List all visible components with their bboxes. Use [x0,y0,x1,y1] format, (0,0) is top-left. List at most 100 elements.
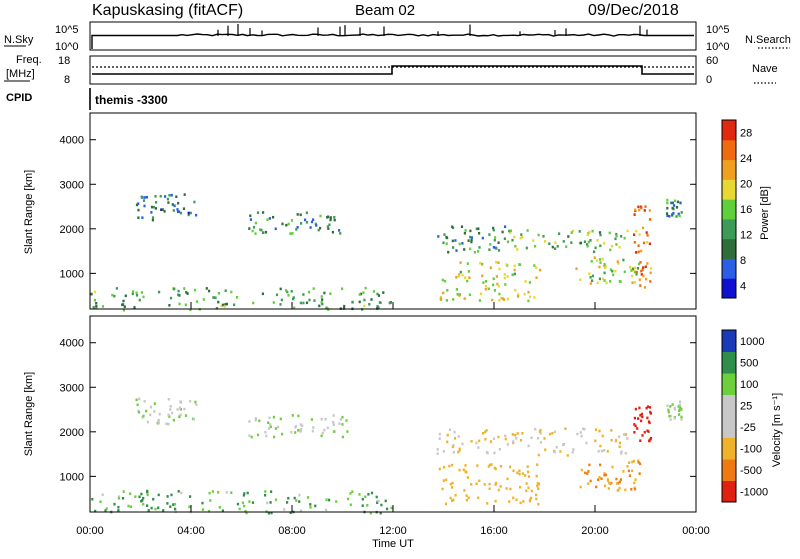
range-cell [347,497,350,501]
range-cell [611,269,614,273]
range-cell [452,444,455,447]
range-cell [379,511,382,515]
range-cell [644,265,647,269]
range-cell [142,502,145,506]
range-cell [588,272,591,275]
range-cell [670,201,673,205]
range-cell [341,287,344,291]
range-cell [187,213,190,217]
range-cell [370,298,373,301]
range-cell [572,448,575,451]
range-cell [178,210,181,213]
range-cell [376,305,379,308]
range-cell [189,211,192,215]
range-cell [445,478,448,482]
range-cell [607,479,610,483]
range-cell [585,441,588,445]
range-cell [609,268,612,271]
range-cell [462,468,465,472]
range-cell [123,305,126,308]
range-cell [175,195,178,198]
range-cell [169,296,173,300]
range-cell [157,421,160,425]
range-cell [295,228,298,231]
range-cell [484,287,487,291]
range-cell [256,433,260,437]
range-cell [498,292,501,296]
range-cell [269,423,272,426]
range-cell [626,229,629,233]
range-cell [600,477,603,480]
colorbar-tick-label: 4 [740,280,746,292]
range-cell [570,241,573,244]
range-cell [331,230,334,234]
range-cell [193,200,196,204]
velocity-xlabel: Time UT [372,538,414,550]
range-cell [179,400,182,403]
range-cell [649,436,653,440]
range-cell [620,450,623,453]
range-cell [363,304,366,308]
range-cell [168,194,171,197]
range-cell [678,409,681,413]
range-cell [527,475,531,478]
range-cell [578,230,581,233]
range-cell [258,419,261,423]
range-cell [457,450,460,454]
range-cell [594,439,597,443]
range-cell [451,463,454,467]
range-cell [648,421,651,425]
range-cell [167,413,170,417]
range-cell [530,436,533,440]
range-cell [152,497,155,501]
range-cell [494,467,497,471]
range-cell [194,400,197,404]
range-cell [640,412,643,416]
range-cell [274,427,277,430]
range-cell [483,483,486,486]
range-cell [458,449,461,452]
range-cell [455,288,458,291]
colorbar-tick-label: 1000 [740,336,764,348]
nsky-panel-frame [89,21,697,51]
range-cell [262,211,265,214]
range-cell [529,295,532,299]
range-cell [321,298,324,301]
range-cell [135,291,138,295]
range-cell [511,433,514,436]
range-cell [189,495,192,498]
range-cell [589,276,592,279]
range-cell [626,437,629,440]
range-cell [264,230,268,234]
range-cell [319,226,322,230]
range-cell [506,477,509,481]
range-cell [591,274,594,278]
nave-tick-bottom: 0 [706,74,712,86]
range-cell [463,248,466,251]
range-cell [261,292,264,296]
range-cell [589,282,592,285]
range-cell [214,296,217,299]
range-cell [642,241,646,245]
range-cell [562,443,566,446]
range-cell [517,295,520,298]
range-cell [473,250,476,254]
range-cell [667,408,670,412]
range-cell [528,499,531,503]
range-cell [597,478,600,481]
range-cell [640,269,643,273]
range-cell [639,261,642,264]
range-cell [525,482,528,485]
range-cell [595,485,598,489]
range-cell [157,420,160,423]
range-cell [606,450,609,453]
range-cell [166,502,169,505]
range-cell [291,414,294,417]
range-cell [329,216,332,219]
range-cell [586,244,589,248]
range-cell [468,276,471,279]
range-cell [256,211,260,214]
range-cell [485,429,488,432]
range-cell [252,226,256,229]
range-cell [470,236,473,239]
